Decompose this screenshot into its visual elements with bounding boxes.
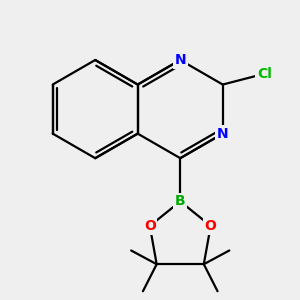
Text: O: O <box>144 219 156 233</box>
Text: N: N <box>217 127 229 141</box>
Text: N: N <box>174 53 186 67</box>
Text: Cl: Cl <box>257 67 272 81</box>
Text: O: O <box>205 219 217 233</box>
Text: B: B <box>175 194 186 208</box>
